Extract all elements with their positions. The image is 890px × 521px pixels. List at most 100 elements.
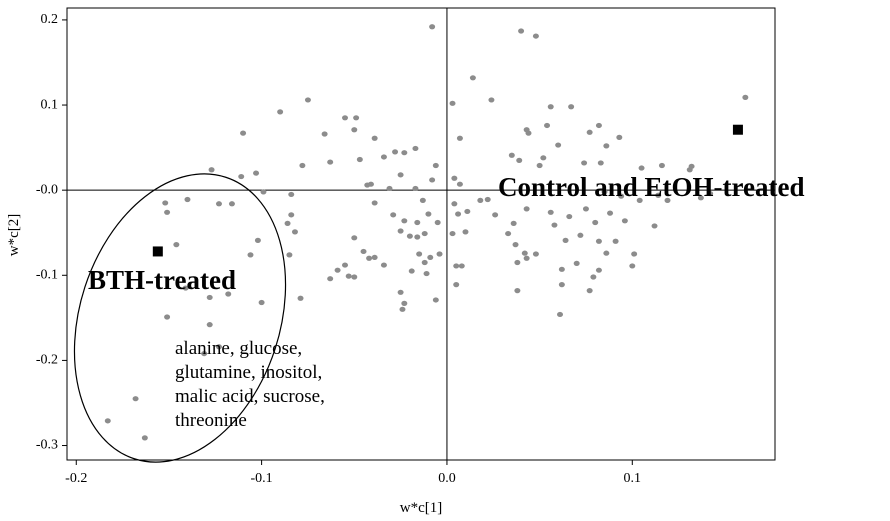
point	[397, 228, 404, 234]
point	[558, 266, 565, 272]
point	[514, 288, 521, 294]
y-tick-label: -0.1	[36, 268, 58, 283]
point	[321, 131, 328, 137]
point	[162, 200, 169, 206]
point	[451, 201, 458, 207]
point	[164, 209, 171, 215]
point	[603, 250, 610, 256]
point	[505, 230, 512, 237]
point	[512, 242, 519, 248]
point	[518, 28, 525, 34]
point	[477, 197, 484, 203]
point	[616, 134, 623, 140]
y-axis-label: w*c[2]	[6, 214, 22, 256]
point	[225, 291, 232, 297]
point	[618, 193, 625, 199]
point	[208, 167, 215, 173]
point	[304, 97, 311, 103]
point	[401, 150, 408, 156]
annotation: alanine, glucose,	[175, 338, 302, 359]
point	[288, 191, 295, 198]
point	[562, 237, 569, 243]
point	[523, 206, 530, 212]
point	[427, 254, 434, 261]
point	[612, 238, 619, 244]
annotation: threonine	[175, 410, 247, 431]
point	[436, 251, 443, 257]
point	[429, 24, 436, 30]
point	[536, 162, 543, 169]
point	[742, 94, 749, 100]
point	[360, 248, 367, 255]
plot-area	[67, 8, 775, 460]
point	[595, 238, 602, 244]
point	[351, 235, 358, 241]
point	[595, 122, 602, 129]
point	[421, 230, 428, 237]
point	[601, 189, 608, 195]
point	[419, 197, 426, 203]
point	[551, 222, 558, 228]
point	[429, 177, 436, 183]
y-tick-label: -0.0	[36, 182, 58, 197]
point	[254, 237, 261, 243]
point	[206, 322, 213, 328]
point	[206, 294, 213, 301]
point	[351, 274, 358, 280]
point	[408, 268, 415, 274]
point	[451, 175, 458, 181]
point	[732, 124, 743, 135]
point	[525, 130, 532, 136]
point	[484, 196, 491, 203]
point	[488, 97, 495, 103]
point	[603, 143, 610, 149]
point	[184, 196, 191, 203]
point	[132, 396, 139, 402]
point	[277, 109, 284, 115]
point	[390, 212, 397, 218]
point	[540, 155, 547, 161]
point	[638, 165, 645, 171]
point	[397, 289, 404, 295]
point	[327, 276, 334, 282]
point	[686, 167, 693, 173]
point	[401, 300, 408, 306]
point	[631, 251, 638, 257]
point	[367, 181, 374, 187]
point	[595, 267, 602, 273]
point	[449, 100, 456, 106]
point	[664, 197, 671, 203]
point	[607, 210, 614, 216]
point	[201, 350, 208, 357]
point	[253, 170, 260, 176]
point	[453, 263, 460, 269]
point	[240, 130, 247, 136]
point	[514, 259, 521, 266]
point	[386, 185, 393, 192]
annotation: malic acid, sucrose,	[175, 386, 325, 407]
point	[342, 115, 349, 121]
x-axis-label: w*c[1]	[400, 500, 442, 516]
point	[586, 288, 593, 294]
point	[104, 418, 111, 424]
x-tick-label: 0.1	[624, 471, 642, 486]
x-tick-label: 0.0	[438, 471, 456, 486]
point	[455, 211, 462, 217]
point	[288, 212, 295, 218]
point	[558, 282, 565, 288]
point	[592, 219, 599, 226]
point	[371, 200, 378, 206]
point	[380, 262, 387, 268]
point	[423, 270, 430, 277]
point	[621, 218, 628, 224]
y-tick-label: 0.2	[41, 12, 59, 27]
point	[164, 314, 171, 320]
point	[581, 160, 588, 166]
point	[351, 127, 358, 133]
point	[416, 251, 423, 257]
point	[453, 282, 460, 288]
point	[568, 104, 575, 110]
point	[345, 273, 352, 279]
point	[228, 201, 235, 207]
